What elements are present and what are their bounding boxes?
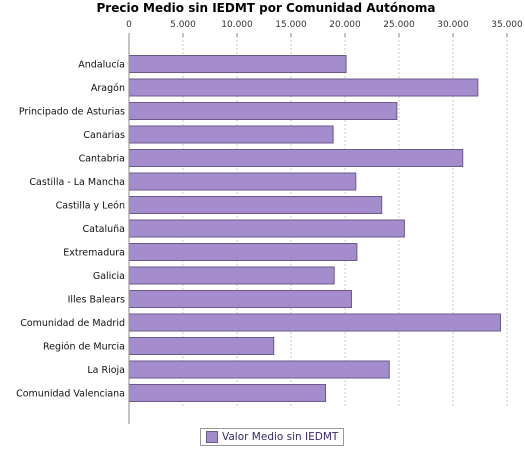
- bar: [128, 337, 275, 355]
- chart-title: Precio Medio sin IEDMT por Comunidad Aut…: [97, 1, 436, 15]
- bar: [128, 266, 335, 285]
- legend-label: Valor Medio sin IEDMT: [222, 431, 339, 443]
- category-labels: Andalucía Aragón Principado de Asturias Can…: [16, 60, 125, 400]
- x-tick-label: 30.000: [437, 20, 469, 30]
- bar: [128, 196, 383, 214]
- bar: [128, 125, 334, 144]
- x-tick-label: 5.000: [170, 20, 196, 30]
- category-label: Galicia: [93, 271, 125, 282]
- x-tick-label: 35.000: [491, 20, 523, 30]
- bar: [128, 172, 357, 191]
- category-label: Comunidad Valenciana: [16, 389, 125, 400]
- x-axis-ticks: 0 5.000 10.000 15.000 20.000 25.000 30.000 35.0…: [126, 20, 523, 37]
- category-label: Cantabria: [79, 154, 125, 165]
- category-label: Aragón: [91, 83, 125, 94]
- legend-swatch: [206, 431, 218, 443]
- category-label: Castilla y León: [56, 201, 125, 212]
- category-label: Cataluña: [82, 224, 125, 235]
- bar: [128, 219, 405, 238]
- x-tick-label: 0: [126, 20, 132, 30]
- x-tick-label: 15.000: [275, 20, 307, 30]
- bar: [128, 102, 398, 120]
- category-label: Comunidad de Madrid: [20, 318, 125, 329]
- x-tick-label: 10.000: [221, 20, 253, 30]
- x-tick-label: 20.000: [329, 20, 361, 30]
- bar: [128, 384, 327, 402]
- category-label: Extremadura: [63, 248, 125, 259]
- bar: [128, 55, 347, 73]
- legend: Valor Medio sin IEDMT: [200, 428, 345, 446]
- bar: [128, 243, 358, 261]
- bar: [128, 290, 352, 308]
- bar: [128, 149, 464, 167]
- category-label: Castilla - La Mancha: [29, 177, 125, 188]
- category-label: Región de Murcia: [43, 342, 125, 353]
- bar: [128, 360, 390, 379]
- category-label: La Rioja: [87, 365, 125, 376]
- category-label: Canarias: [83, 130, 125, 141]
- bar: [128, 313, 502, 332]
- category-label: Illes Balears: [68, 295, 125, 306]
- bars: [128, 55, 502, 402]
- x-tick-label: 25.000: [383, 20, 415, 30]
- bar: [128, 78, 479, 97]
- category-label: Andalucía: [78, 60, 125, 71]
- category-label: Principado de Asturias: [19, 107, 125, 118]
